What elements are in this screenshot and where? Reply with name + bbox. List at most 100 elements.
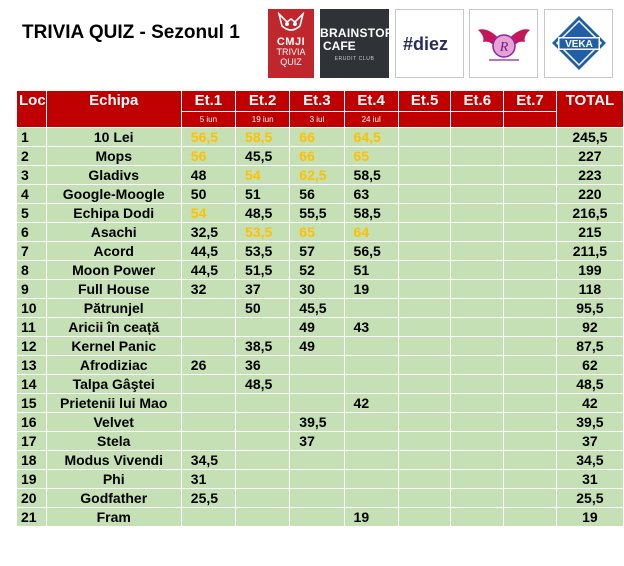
score-cell: 38,5 <box>235 336 291 356</box>
column-header-stage: Et.2 <box>235 90 291 112</box>
score-cell <box>450 355 505 375</box>
rank-cell: 10 <box>16 298 47 318</box>
team-name-cell: Mops <box>45 146 182 166</box>
veka-logo-text: VEKA <box>565 39 593 50</box>
score-cell <box>450 431 505 451</box>
score-cell <box>450 450 505 470</box>
cmji-logo-line1: CMJI <box>276 36 306 48</box>
score-cell: 49 <box>289 336 345 356</box>
score-cell <box>397 203 452 223</box>
score-cell: 65 <box>343 146 399 166</box>
score-cell: 52 <box>289 260 345 280</box>
score-cell <box>450 393 505 413</box>
score-cell: 32 <box>180 279 237 299</box>
score-cell <box>450 222 505 242</box>
table-row: 3 Gladivs 48 54 62,5 58,5 223 <box>16 165 624 185</box>
rank-cell: 7 <box>16 241 47 261</box>
score-cell <box>289 507 345 527</box>
svg-text:R: R <box>498 40 508 55</box>
score-cell: 57 <box>289 241 345 261</box>
team-name-cell: Google-Moogle <box>45 184 182 204</box>
score-cell <box>343 374 399 394</box>
score-cell <box>450 127 505 147</box>
column-header-stage: Et.1 <box>180 90 237 112</box>
score-cell <box>235 450 291 470</box>
team-name-cell: Stela <box>45 431 182 451</box>
score-cell: 45,5 <box>235 146 291 166</box>
team-name-cell: Talpa Gâştei <box>45 374 182 394</box>
total-cell: 31 <box>555 469 624 489</box>
total-cell: 62 <box>555 355 624 375</box>
score-cell <box>450 374 505 394</box>
score-cell: 51,5 <box>235 260 291 280</box>
team-name-cell: Echipa Dodi <box>45 203 182 223</box>
score-cell: 54 <box>235 165 291 185</box>
rank-cell: 9 <box>16 279 47 299</box>
total-cell: 223 <box>555 165 624 185</box>
score-cell <box>503 222 557 242</box>
score-cell <box>450 146 505 166</box>
column-header-total: TOTAL <box>555 90 624 128</box>
score-cell <box>343 336 399 356</box>
diez-logo: #diez <box>395 9 464 78</box>
score-cell <box>397 507 452 527</box>
stage-date <box>397 111 452 128</box>
table-row: 2 Mops 56 45,5 66 65 227 <box>16 146 624 166</box>
team-name-cell: Kernel Panic <box>45 336 182 356</box>
rank-cell: 20 <box>16 488 47 508</box>
score-cell <box>397 431 452 451</box>
rank-cell: 12 <box>16 336 47 356</box>
score-cell <box>450 298 505 318</box>
table-row: 21 Fram 19 19 <box>16 507 624 527</box>
score-cell: 48,5 <box>235 203 291 223</box>
stage-date: 24 iul <box>343 111 399 128</box>
score-cell <box>343 298 399 318</box>
total-cell: 199 <box>555 260 624 280</box>
column-header-stage: Et.3 <box>289 90 345 112</box>
table-row: 9 Full House 32 37 30 19 118 <box>16 279 624 299</box>
score-cell: 66 <box>289 146 345 166</box>
rank-cell: 19 <box>16 469 47 489</box>
score-cell: 44,5 <box>180 260 237 280</box>
table-row: 13 Afrodiziac 26 36 62 <box>16 355 624 375</box>
score-cell <box>397 260 452 280</box>
total-cell: 25,5 <box>555 488 624 508</box>
score-cell <box>343 450 399 470</box>
rank-cell: 21 <box>16 507 47 527</box>
score-cell <box>343 488 399 508</box>
score-cell: 50 <box>235 298 291 318</box>
score-cell <box>343 431 399 451</box>
score-cell <box>503 298 557 318</box>
score-cell <box>180 412 237 432</box>
team-name-cell: Godfather <box>45 488 182 508</box>
rank-cell: 8 <box>16 260 47 280</box>
rank-cell: 18 <box>16 450 47 470</box>
standings-body: 1 10 Lei 56,5 58,5 66 64,5 245,5 2 Mops 56 45,5 66 6… <box>16 127 624 527</box>
table-row: 1 10 Lei 56,5 58,5 66 64,5 245,5 <box>16 127 624 147</box>
score-cell <box>397 469 452 489</box>
column-header-stage: Et.7 <box>503 90 557 112</box>
score-cell <box>289 355 345 375</box>
score-cell <box>450 469 505 489</box>
score-cell: 65 <box>289 222 345 242</box>
score-cell <box>503 431 557 451</box>
score-cell <box>343 355 399 375</box>
score-cell: 31 <box>180 469 237 489</box>
total-cell: 95,5 <box>555 298 624 318</box>
score-cell: 56,5 <box>343 241 399 261</box>
total-cell: 118 <box>555 279 624 299</box>
score-cell: 36 <box>235 355 291 375</box>
score-cell <box>289 450 345 470</box>
score-cell <box>397 355 452 375</box>
score-cell <box>503 165 557 185</box>
diez-logo-text: #diez <box>403 34 449 54</box>
score-cell <box>503 279 557 299</box>
score-cell <box>397 165 452 185</box>
score-cell <box>397 317 452 337</box>
score-cell: 25,5 <box>180 488 237 508</box>
score-cell: 37 <box>289 431 345 451</box>
rank-cell: 6 <box>16 222 47 242</box>
brainstorm-cafe-logo: BRAINSTORM CAFE ERUDIT CLUB <box>320 9 389 78</box>
total-cell: 48,5 <box>555 374 624 394</box>
score-cell: 55,5 <box>289 203 345 223</box>
